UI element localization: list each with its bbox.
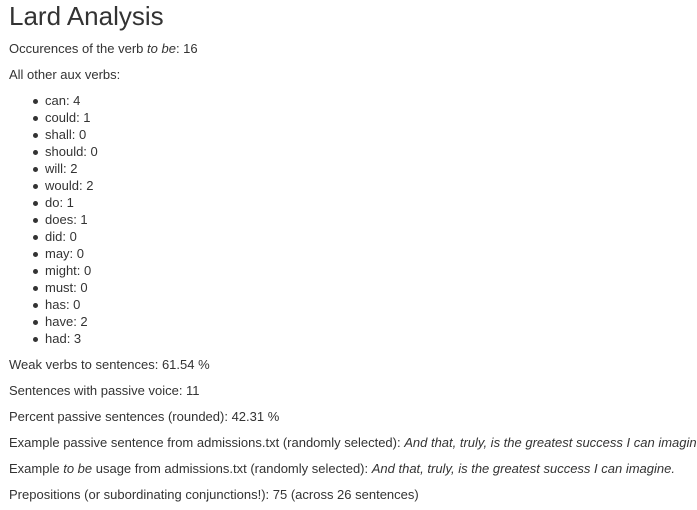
aux-verb-label: did: 0 [45,229,77,244]
tobe-occurrences: Occurences of the verb to be: 16 [9,40,697,57]
list-item: would: 2 [9,177,697,194]
list-item: have: 2 [9,313,697,330]
bullet-icon [33,99,38,104]
bullet-icon [33,184,38,189]
aux-verb-label: must: 0 [45,280,88,295]
bullet-icon [33,218,38,223]
aux-verbs-heading: All other aux verbs: [9,67,121,82]
aux-verb-label: have: 2 [45,314,88,329]
bullet-icon [33,167,38,172]
aux-verb-label: may: 0 [45,246,85,261]
bullet-icon [33,337,38,342]
aux-verb-label: will: 2 [45,161,78,176]
aux-verb-label: could: 1 [45,110,91,125]
tobe-example-prefix: Example [9,461,64,476]
tobe-example-stat: Example to be usage from admissions.txt … [9,460,697,477]
aux-verb-label: should: 0 [45,144,98,159]
aux-verb-label: might: 0 [45,263,92,278]
tobe-occurrences-verb: to be [147,41,176,56]
bullet-icon [33,150,38,155]
bullet-icon [33,116,38,121]
list-item: will: 2 [9,160,697,177]
list-item: shall: 0 [9,126,697,143]
list-item: does: 1 [9,211,697,228]
list-item: had: 3 [9,330,697,347]
aux-verb-label: do: 1 [45,195,74,210]
bullet-icon [33,269,38,274]
tobe-example-label: usage from admissions.txt (randomly sele… [92,461,372,476]
passive-example-label: Example passive sentence from admissions… [9,435,405,450]
bullet-icon [33,133,38,138]
bullet-icon [33,320,38,325]
list-item: must: 0 [9,279,697,296]
aux-verb-label: can: 4 [45,93,81,108]
list-item: should: 0 [9,143,697,160]
list-item: can: 4 [9,92,697,109]
prepositions-stat: Prepositions (or subordinating conjuncti… [9,487,419,502]
passive-count-stat: Sentences with passive voice: 11 [9,383,200,398]
tobe-occurrences-prefix: Occurences of the verb [9,41,148,56]
tobe-occurrences-count: : 16 [175,41,198,56]
list-item: do: 1 [9,194,697,211]
passive-example-stat: Example passive sentence from admissions… [9,434,697,451]
list-item: may: 0 [9,245,697,262]
weak-verbs-stat: Weak verbs to sentences: 61.54 % [9,357,210,372]
aux-verb-label: has: 0 [45,297,81,312]
page-title: Lard Analysis [9,1,164,31]
tobe-example-verb: to be [63,461,93,476]
aux-verb-label: does: 1 [45,212,88,227]
bullet-icon [33,252,38,257]
bullet-icon [33,235,38,240]
tobe-example-sentence: And that, truly, is the greatest success… [371,461,675,476]
aux-verbs-list: can: 4 could: 1 shall: 0 should: 0 will:… [9,92,697,347]
passive-percent-stat: Percent passive sentences (rounded): 42.… [9,409,280,424]
bullet-icon [33,201,38,206]
aux-verb-label: would: 2 [45,178,94,193]
list-item: could: 1 [9,109,697,126]
bullet-icon [33,286,38,291]
list-item: has: 0 [9,296,697,313]
list-item: did: 0 [9,228,697,245]
bullet-icon [33,303,38,308]
list-item: might: 0 [9,262,697,279]
aux-verb-label: shall: 0 [45,127,87,142]
passive-example-sentence: And that, truly, is the greatest success… [404,435,697,450]
aux-verb-label: had: 3 [45,331,82,346]
